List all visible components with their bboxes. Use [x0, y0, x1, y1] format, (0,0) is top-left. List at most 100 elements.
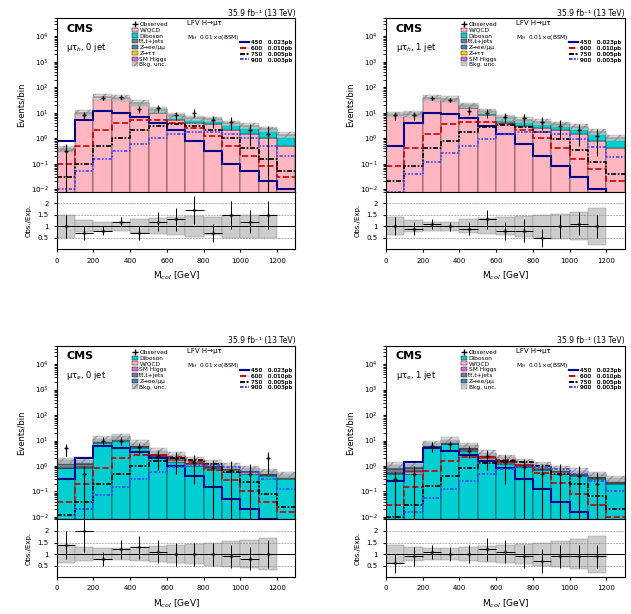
- Bar: [259, 215, 277, 238]
- Legend: 450   0.023pb, 600   0.010pb, 750   0.005pb, 900   0.003pb: 450 0.023pb, 600 0.010pb, 750 0.005pb, 9…: [239, 39, 293, 63]
- Bar: [441, 440, 459, 442]
- Bar: [514, 461, 533, 465]
- Bar: [404, 468, 423, 472]
- Bar: [533, 470, 551, 614]
- Bar: [533, 215, 551, 238]
- Bar: [441, 548, 459, 560]
- Bar: [93, 94, 112, 99]
- Bar: [478, 109, 496, 114]
- Bar: [459, 445, 478, 448]
- Bar: [240, 126, 259, 134]
- Bar: [167, 217, 186, 235]
- Bar: [277, 478, 295, 480]
- Text: 35.9 fb⁻¹ (13 TeV): 35.9 fb⁻¹ (13 TeV): [557, 336, 625, 346]
- Bar: [277, 133, 295, 138]
- Bar: [533, 467, 551, 468]
- Bar: [386, 465, 404, 469]
- Text: μτ$_e$, 1 jet: μτ$_e$, 1 jet: [396, 369, 436, 382]
- Bar: [441, 222, 459, 231]
- Text: 35.9 fb⁻¹ (13 TeV): 35.9 fb⁻¹ (13 TeV): [557, 9, 625, 18]
- Bar: [606, 483, 625, 484]
- Bar: [93, 548, 112, 560]
- Bar: [496, 464, 514, 614]
- Bar: [404, 464, 423, 468]
- Bar: [441, 96, 459, 102]
- Bar: [588, 478, 606, 480]
- Bar: [222, 469, 240, 470]
- Bar: [75, 467, 93, 468]
- Bar: [277, 472, 295, 478]
- Bar: [75, 460, 93, 464]
- Bar: [112, 95, 130, 101]
- Bar: [386, 217, 404, 235]
- Bar: [514, 117, 533, 123]
- Bar: [459, 547, 478, 561]
- Bar: [148, 457, 167, 458]
- Bar: [404, 220, 423, 232]
- Bar: [404, 111, 423, 117]
- Bar: [459, 219, 478, 233]
- Bar: [459, 443, 478, 448]
- Bar: [204, 117, 222, 122]
- Text: 35.9 fb⁻¹ (13 TeV): 35.9 fb⁻¹ (13 TeV): [228, 336, 295, 346]
- Bar: [551, 542, 570, 567]
- Text: LFV H→μτ: LFV H→μτ: [516, 348, 551, 354]
- Bar: [514, 126, 533, 614]
- Bar: [259, 476, 277, 614]
- Bar: [478, 218, 496, 235]
- Text: M$_H$  0.01×σ(BSM): M$_H$ 0.01×σ(BSM): [516, 33, 569, 42]
- Bar: [148, 448, 167, 454]
- Y-axis label: Events/bin: Events/bin: [345, 411, 355, 455]
- Bar: [112, 438, 130, 440]
- Bar: [496, 217, 514, 235]
- Bar: [514, 459, 533, 464]
- Bar: [459, 106, 478, 108]
- Bar: [588, 477, 606, 478]
- Bar: [606, 481, 625, 483]
- Bar: [112, 222, 130, 231]
- Bar: [533, 543, 551, 565]
- Bar: [222, 470, 240, 472]
- Bar: [423, 222, 441, 231]
- Bar: [57, 215, 75, 238]
- Bar: [496, 461, 514, 462]
- Bar: [186, 466, 204, 614]
- Bar: [533, 120, 551, 125]
- Bar: [240, 465, 259, 472]
- Bar: [404, 115, 423, 614]
- Bar: [130, 103, 148, 105]
- Bar: [533, 464, 551, 467]
- Bar: [459, 448, 478, 449]
- Bar: [386, 545, 404, 563]
- Legend: 450   0.023pb, 600   0.010pb, 750   0.005pb, 900   0.003pb: 450 0.023pb, 600 0.010pb, 750 0.005pb, 9…: [569, 39, 622, 63]
- Bar: [386, 473, 404, 614]
- Bar: [496, 457, 514, 461]
- Bar: [204, 217, 222, 235]
- Bar: [441, 442, 459, 443]
- Bar: [514, 543, 533, 564]
- Bar: [167, 113, 186, 119]
- Bar: [186, 543, 204, 564]
- Bar: [186, 123, 204, 614]
- Bar: [588, 535, 606, 572]
- Bar: [478, 458, 496, 459]
- Bar: [588, 208, 606, 245]
- Bar: [514, 216, 533, 236]
- Bar: [478, 115, 496, 614]
- Bar: [277, 477, 295, 478]
- Bar: [186, 216, 204, 236]
- Bar: [533, 468, 551, 470]
- Bar: [277, 135, 295, 146]
- Bar: [259, 130, 277, 138]
- Bar: [112, 99, 130, 614]
- Bar: [551, 471, 570, 472]
- Bar: [240, 540, 259, 568]
- Bar: [514, 466, 533, 467]
- Bar: [186, 115, 204, 121]
- Bar: [93, 438, 112, 441]
- Bar: [588, 130, 606, 135]
- Bar: [204, 462, 222, 466]
- Bar: [551, 468, 570, 471]
- Bar: [588, 141, 606, 614]
- Bar: [204, 460, 222, 465]
